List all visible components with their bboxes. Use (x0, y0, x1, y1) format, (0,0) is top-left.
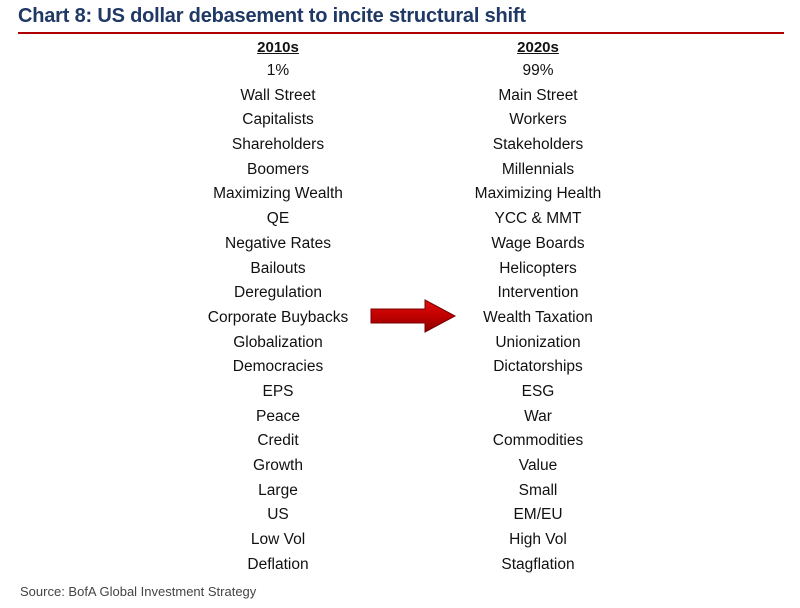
column-items-2010s: 1% Wall Street Capitalists Shareholders … (168, 59, 388, 577)
list-item: Small (518, 481, 558, 499)
list-item: EM/EU (513, 506, 563, 524)
list-item: ESG (521, 382, 555, 400)
column-header-2010s: 2010s (257, 39, 299, 56)
list-item: Democracies (232, 358, 324, 376)
list-item: Bailouts (250, 259, 306, 277)
list-item: Peace (256, 407, 300, 425)
list-item: QE (266, 210, 290, 228)
list-item: Deflation (247, 555, 309, 573)
list-item: Commodities (492, 432, 584, 450)
list-item: Maximizing Wealth (213, 185, 343, 203)
list-item: Unionization (495, 333, 581, 351)
list-item: Credit (257, 432, 299, 450)
list-item: Maximizing Health (474, 185, 602, 203)
list-item: Value (518, 457, 558, 474)
list-item: Wall Street (240, 86, 316, 104)
list-item: Shareholders (231, 136, 325, 154)
list-item: US (267, 506, 289, 524)
title-divider (18, 32, 784, 34)
list-item: Boomers (246, 160, 310, 178)
list-item: Intervention (497, 284, 579, 302)
list-item: 99% (522, 62, 554, 79)
list-item: High Vol (509, 531, 567, 549)
list-item: Growth (253, 457, 303, 474)
list-item: Stakeholders (492, 136, 584, 154)
list-item: Workers (509, 111, 567, 129)
list-item: Stagflation (501, 555, 575, 573)
list-item: Corporate Buybacks (207, 308, 349, 326)
list-item: 1% (266, 62, 290, 79)
list-item: Wage Boards (491, 234, 585, 252)
list-item: Dictatorships (493, 358, 583, 376)
list-item: Negative Rates (225, 234, 331, 252)
column-header-2020s: 2020s (517, 39, 559, 56)
list-item: Large (258, 481, 298, 499)
source-note: Source: BofA Global Investment Strategy (20, 584, 257, 599)
list-item: Low Vol (250, 531, 306, 549)
list-item: Deregulation (234, 284, 322, 302)
list-item: EPS (262, 382, 294, 400)
list-item: YCC & MMT (494, 210, 582, 228)
column-2010s: 2010s 1% Wall Street Capitalists Shareho… (168, 37, 388, 577)
column-items-2020s: 99% Main Street Workers Stakeholders Mil… (428, 59, 648, 577)
chart-title: Chart 8: US dollar debasement to incite … (18, 5, 526, 27)
list-item: Millennials (501, 160, 575, 178)
list-item: Globalization (233, 333, 323, 351)
list-item: Capitalists (242, 111, 314, 129)
list-item: Main Street (498, 86, 578, 104)
list-item: Wealth Taxation (483, 308, 593, 326)
right-arrow-icon (370, 299, 457, 333)
list-item: War (524, 407, 552, 425)
list-item: Helicopters (499, 259, 577, 277)
column-2020s: 2020s 99% Main Street Workers Stakeholde… (428, 37, 648, 577)
